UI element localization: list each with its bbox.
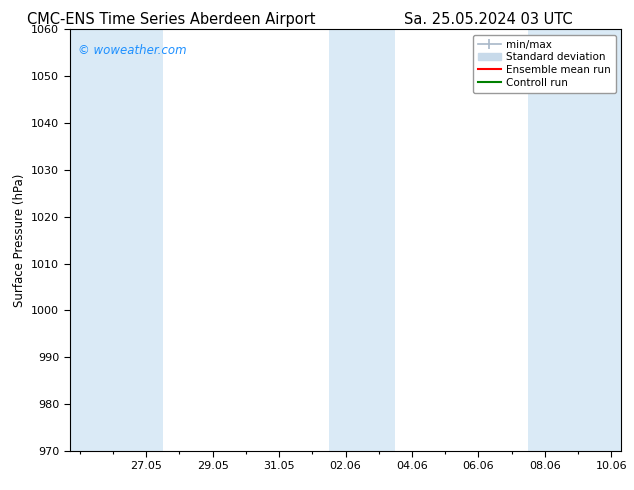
Legend: min/max, Standard deviation, Ensemble mean run, Controll run: min/max, Standard deviation, Ensemble me…: [473, 35, 616, 93]
Text: CMC-ENS Time Series Aberdeen Airport: CMC-ENS Time Series Aberdeen Airport: [27, 12, 316, 27]
Y-axis label: Surface Pressure (hPa): Surface Pressure (hPa): [13, 173, 25, 307]
Text: © woweather.com: © woweather.com: [78, 44, 186, 57]
Text: Sa. 25.05.2024 03 UTC: Sa. 25.05.2024 03 UTC: [404, 12, 573, 27]
Bar: [528, 29, 621, 451]
Bar: [329, 29, 396, 451]
Bar: [70, 29, 163, 451]
